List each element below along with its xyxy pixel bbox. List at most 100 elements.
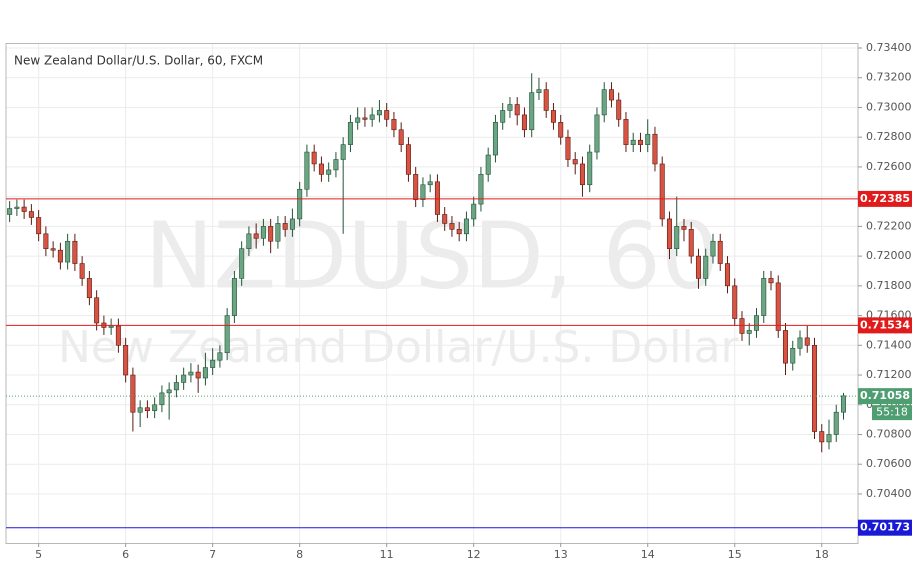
- candle-body: [819, 431, 825, 443]
- candle-body: [471, 203, 477, 220]
- candle-body: [804, 337, 810, 346]
- y-tick-label: 0.71200: [866, 368, 912, 381]
- candle-body: [768, 278, 774, 284]
- level-label-box: [858, 519, 912, 536]
- candle-body: [217, 352, 223, 361]
- candle-body: [28, 211, 34, 218]
- candle-body: [326, 169, 332, 175]
- candle-body: [587, 151, 593, 186]
- candle-body: [507, 104, 513, 111]
- watermark-description: New Zealand Dollar/U.S. Dollar: [58, 322, 740, 373]
- candle-body: [173, 382, 179, 391]
- candle-body: [630, 139, 636, 145]
- candle-body: [572, 159, 578, 165]
- candle-body: [616, 99, 622, 120]
- y-tick-label: 0.72600: [866, 160, 912, 173]
- level-label-box: [858, 317, 912, 334]
- x-tick-label: 14: [641, 548, 655, 561]
- y-tick-label: 0.71400: [866, 338, 912, 351]
- y-tick-label: 0.73200: [866, 71, 912, 84]
- candle-body: [224, 315, 230, 354]
- y-tick-label: 0.73400: [866, 41, 912, 54]
- candle-body: [456, 229, 462, 235]
- y-tick-label: 0.70400: [866, 487, 912, 500]
- level-label: 0.72385: [860, 192, 910, 205]
- candle-body: [239, 248, 245, 279]
- candle-body: [188, 371, 194, 376]
- candle-body: [579, 163, 585, 186]
- candle-body: [253, 233, 259, 239]
- candle-body: [311, 151, 317, 165]
- candle-body: [43, 233, 49, 249]
- candle-body: [362, 117, 368, 120]
- level-label: 0.71534: [860, 318, 910, 331]
- candle-body: [826, 434, 832, 443]
- candle-body: [289, 218, 295, 230]
- candle-body: [427, 181, 433, 186]
- candle-body: [811, 345, 817, 432]
- candle-body: [608, 89, 614, 101]
- candle-body: [645, 133, 651, 145]
- x-tick-label: 6: [122, 548, 129, 561]
- candle-body: [710, 240, 716, 257]
- candle-body: [558, 122, 564, 138]
- candle-body: [123, 345, 129, 376]
- candle-body: [297, 188, 303, 220]
- x-tick-label: 13: [554, 548, 568, 561]
- candle-body: [282, 223, 288, 230]
- candle-body: [202, 367, 208, 379]
- x-tick-label: 5: [35, 548, 42, 561]
- candle-body: [782, 330, 788, 364]
- candle-body: [420, 184, 426, 200]
- candle-body: [65, 240, 71, 263]
- candle-body: [688, 229, 694, 257]
- candle-body: [594, 114, 600, 153]
- candle-body: [391, 119, 397, 131]
- candle-body: [790, 347, 796, 364]
- chart-title: New Zealand Dollar/U.S. Dollar, 60, FXCM: [14, 54, 263, 68]
- candle-body: [775, 282, 781, 331]
- candle-body: [666, 218, 672, 249]
- candle-body: [659, 163, 665, 220]
- candle-body: [652, 133, 658, 165]
- y-tick-label: 0.70600: [866, 457, 912, 470]
- candle-body: [115, 325, 121, 346]
- candle-body: [304, 151, 310, 190]
- candle-body: [463, 218, 469, 235]
- candle-body: [601, 89, 607, 116]
- candle-body: [413, 174, 419, 200]
- candle-body: [7, 208, 13, 215]
- candle-body: [376, 110, 382, 116]
- candle-body: [695, 255, 701, 279]
- x-tick-label: 11: [380, 548, 394, 561]
- candle-body: [275, 223, 281, 242]
- candle-body: [159, 392, 165, 406]
- candle-body: [130, 374, 136, 413]
- candle-body: [333, 159, 339, 171]
- candle-body: [543, 89, 549, 111]
- candle-body: [514, 104, 520, 116]
- candle-body: [442, 214, 448, 224]
- candle-body: [623, 119, 629, 145]
- last-price-label: 0.71058: [860, 389, 910, 402]
- y-tick-label: 0.72800: [866, 130, 912, 143]
- candle-body: [268, 226, 274, 242]
- candle-body: [369, 114, 375, 120]
- candle-body: [703, 255, 709, 279]
- candle-body: [478, 174, 484, 205]
- candle-body: [318, 163, 324, 175]
- y-tick-label: 0.70800: [866, 427, 912, 440]
- level-label-box: [858, 190, 912, 207]
- x-tick-label: 15: [728, 548, 742, 561]
- candle-body: [181, 374, 187, 383]
- x-tick-label: 8: [296, 548, 303, 561]
- candle-body: [500, 110, 506, 123]
- candle-body: [724, 263, 730, 287]
- candle-body: [137, 407, 143, 413]
- candle-body: [260, 226, 266, 239]
- candle-body: [79, 263, 85, 279]
- candle-body: [50, 248, 56, 251]
- candle-body: [674, 226, 680, 249]
- candle-body: [195, 371, 201, 379]
- candle-body: [210, 359, 216, 368]
